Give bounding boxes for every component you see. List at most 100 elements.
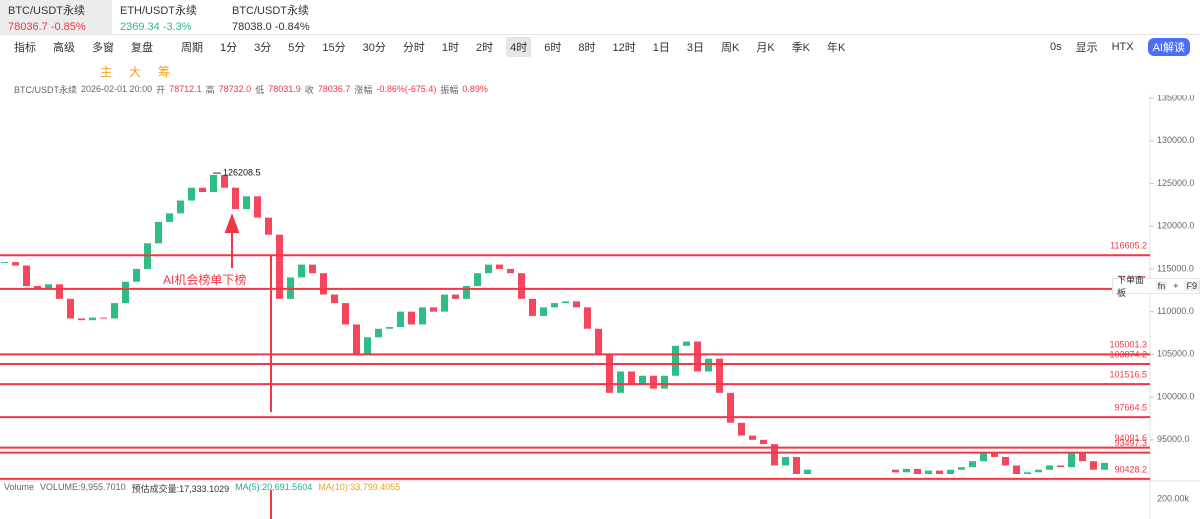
candle (1079, 452, 1086, 462)
toolbar: 指标 高级 多窗 复盘 周期 1分 3分 5分 15分 30分 分时 1时 2时 4时 6时 8时 12时 1日 3… (0, 36, 1200, 58)
tab-symbol: BTC/USDT永续 (8, 4, 85, 17)
period-button[interactable]: 季K (791, 42, 811, 54)
candle (265, 217, 272, 235)
countdown: 0s (1049, 41, 1062, 53)
candle (474, 273, 481, 287)
period-button[interactable]: 3日 (686, 42, 704, 54)
candle (320, 273, 327, 295)
tab[interactable]: BTC/USDT永续 78036.7 -0.85% (0, 0, 112, 34)
info-value: 78036.7 (317, 84, 351, 94)
y-tick-label: 125000.0 (1157, 178, 1195, 188)
period-button[interactable]: 6时 (544, 42, 562, 54)
candle (562, 301, 569, 304)
volume-name: Volume (4, 482, 35, 492)
tab-change: -0.85% (50, 20, 86, 33)
indicator-button[interactable]: 筹 (158, 64, 171, 79)
y-tick-label: 130000.0 (1157, 135, 1195, 145)
display-button[interactable]: 显示 (1075, 42, 1098, 54)
candle (617, 371, 624, 393)
volume-field: MA(5):20,691.5604 (235, 482, 313, 492)
candle (903, 468, 910, 473)
info-label: 振幅 (440, 84, 459, 95)
candle (419, 307, 426, 325)
order-panel[interactable]: 下单面板 fn + F9 (1112, 275, 1200, 298)
tab-price: 78036.7 (8, 20, 48, 33)
indicator-button[interactable]: 主 (100, 64, 113, 79)
annotation-arrow (224, 213, 240, 268)
tab[interactable]: ETH/USDT永续 2369.34 -3.3% (112, 0, 224, 34)
candle (1024, 472, 1031, 475)
candle (716, 358, 723, 393)
candle (221, 174, 228, 188)
info-bar: BTC/USDT永续 2026-02-01 20:00 开 78712.1 高 78732… (14, 82, 492, 96)
candle (1101, 462, 1108, 470)
period-button[interactable]: 年K (827, 42, 846, 54)
price-level-label: 105001.3 (1109, 340, 1147, 350)
info-symbol: BTC/USDT永续 (14, 84, 78, 95)
tool-button[interactable]: 周期 (181, 42, 203, 54)
period-button[interactable]: 30分 (362, 42, 386, 54)
tab-quote: 78038.0 -0.84% (232, 21, 328, 33)
candle (309, 264, 316, 274)
candle (210, 174, 217, 192)
candle (100, 317, 107, 319)
indicator-button[interactable]: 大 (129, 64, 142, 79)
info-value: 78712.1 (169, 84, 202, 94)
annotation: AI机会榜单下榜 (163, 272, 246, 287)
period-button[interactable]: 2时 (476, 42, 494, 54)
candle (166, 213, 173, 222)
period-button[interactable]: 5分 (288, 42, 306, 54)
candle (782, 456, 789, 466)
y-tick-label: 110000.0 (1157, 306, 1194, 316)
candle (111, 303, 118, 319)
period-button[interactable]: 3分 (254, 42, 272, 54)
tool-button[interactable]: 多窗 (92, 42, 114, 54)
period-button[interactable]: 15分 (322, 42, 346, 54)
info-time: 2026-02-01 20:00 (81, 84, 153, 94)
candle (672, 345, 679, 376)
info-value: 0.89% (462, 84, 488, 94)
candle (595, 328, 602, 355)
period-button[interactable]: 8时 (578, 42, 596, 54)
period-button[interactable]: 月K (756, 42, 775, 54)
tab-change: -3.3% (162, 20, 192, 33)
exchange-select[interactable]: HTX (1111, 41, 1134, 53)
period-button[interactable]: 4时 (506, 37, 532, 57)
candle (133, 268, 140, 282)
tab-price: 78038.0 (232, 20, 272, 33)
candle (650, 375, 657, 389)
period-button[interactable]: 12时 (612, 42, 636, 54)
tab[interactable]: BTC/USDT永续 78038.0 -0.84% (224, 0, 336, 34)
volume-field: VOLUME:9,955.7010 (40, 482, 126, 492)
tool-button[interactable]: 指标 (14, 42, 36, 54)
candle (452, 294, 459, 299)
info-value: 78031.9 (268, 84, 301, 94)
candle (1002, 456, 1009, 466)
tool-button[interactable]: 高级 (53, 42, 75, 54)
tool-button[interactable]: 复盘 (131, 42, 153, 54)
candle (1035, 469, 1042, 473)
candle (34, 286, 41, 290)
candle (793, 456, 800, 475)
info-label: 收 (304, 84, 314, 95)
candle (661, 375, 668, 389)
candle (1046, 465, 1053, 470)
period-button[interactable]: 1日 (652, 42, 670, 54)
chart: AI机会榜单下榜 200.00k 95000.0 100000.0 105000.0… (0, 95, 1200, 519)
period-button[interactable]: 分时 (402, 42, 425, 54)
candle (584, 307, 591, 329)
tab-quote: 2369.34 -3.3% (120, 21, 216, 33)
candle (1090, 461, 1097, 470)
candle (254, 196, 261, 218)
candle (529, 298, 536, 316)
candle (353, 324, 360, 355)
period-button[interactable]: 周K (721, 42, 740, 54)
period-button[interactable]: 1分 (220, 42, 238, 54)
candle (969, 461, 976, 468)
info-label: 高 (205, 84, 215, 95)
candle (276, 234, 283, 299)
order-title: 下单面板 (1117, 275, 1145, 298)
candle (606, 354, 613, 393)
ai-button[interactable]: AI解读 (1147, 38, 1190, 56)
period-button[interactable]: 1时 (441, 42, 459, 54)
